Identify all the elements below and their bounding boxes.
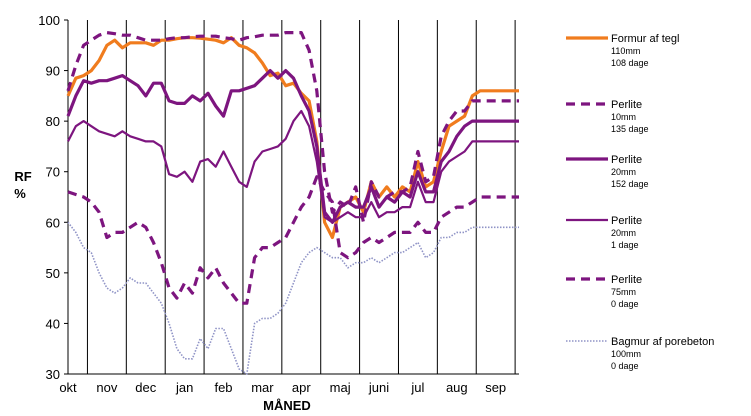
- series-line-3: [66, 68, 519, 224]
- legend-detail-2-1: 10mm: [611, 112, 636, 122]
- y-tick-80: 80: [46, 114, 60, 129]
- axes: [67, 20, 519, 375]
- legend-detail-2-2: 135 dage: [611, 124, 649, 134]
- x-tick-jan: jan: [175, 380, 193, 395]
- legend-label-4: Perlite: [611, 215, 642, 227]
- legend-detail-5-1: 75mm: [611, 287, 636, 297]
- x-tick-juni: juni: [368, 380, 389, 395]
- vertical-gridlines: [86, 20, 516, 374]
- y-tick-30: 30: [46, 367, 60, 382]
- x-tick-apr: apr: [292, 380, 311, 395]
- x-tick-jul: jul: [410, 380, 424, 395]
- x-tick-dec: dec: [135, 380, 156, 395]
- legend-label-1: Formur af tegl: [611, 33, 679, 45]
- y-tick-labels: 30 40 50 60 70 80 90 100: [38, 13, 68, 382]
- x-tick-aug: aug: [446, 380, 468, 395]
- x-tick-maj: maj: [330, 380, 351, 395]
- y-tick-40: 40: [46, 316, 60, 331]
- y-axis-title-line1: RF: [14, 169, 31, 184]
- x-tick-nov: nov: [96, 380, 117, 395]
- legend-label-3: Perlite: [611, 154, 642, 166]
- x-tick-feb: feb: [214, 380, 232, 395]
- series-line-5: [67, 175, 519, 305]
- legend-detail-3-1: 20mm: [611, 167, 636, 177]
- legend-detail-6-1: 100mm: [611, 349, 641, 359]
- legend-label-6: Bagmur af porebeton: [611, 336, 714, 348]
- series-line-2: [66, 30, 519, 224]
- legend-detail-3-2: 152 dage: [611, 179, 649, 189]
- legend-detail-6-2: 0 dage: [611, 361, 639, 371]
- y-tick-50: 50: [46, 266, 60, 281]
- x-tick-sep: sep: [485, 380, 506, 395]
- x-tick-mar: mar: [251, 380, 274, 395]
- legend-detail-4-2: 1 dage: [611, 240, 639, 250]
- series-line-6: [67, 221, 519, 375]
- legend-detail-1-2: 108 dage: [611, 58, 649, 68]
- x-axis-title: MÅNED: [263, 398, 311, 413]
- y-tick-90: 90: [46, 64, 60, 79]
- y-axis-title-line2: %: [14, 186, 26, 201]
- series-line-1: [66, 36, 519, 240]
- legend-detail-1-1: 110mm: [611, 46, 640, 56]
- series-lines: [66, 30, 519, 375]
- legend-detail-5-2: 0 dage: [611, 299, 639, 309]
- x-tick-okt: okt: [59, 380, 77, 395]
- series-line-4: [67, 109, 519, 224]
- y-tick-70: 70: [46, 165, 60, 180]
- legend-detail-4-1: 20mm: [611, 228, 636, 238]
- legend-label-2: Perlite: [611, 99, 642, 111]
- legend-label-5: Perlite: [611, 274, 642, 286]
- y-tick-100: 100: [38, 13, 60, 28]
- y-tick-60: 60: [46, 215, 60, 230]
- x-tick-labels: okt nov dec jan feb mar apr maj juni jul aug sep: [59, 380, 506, 395]
